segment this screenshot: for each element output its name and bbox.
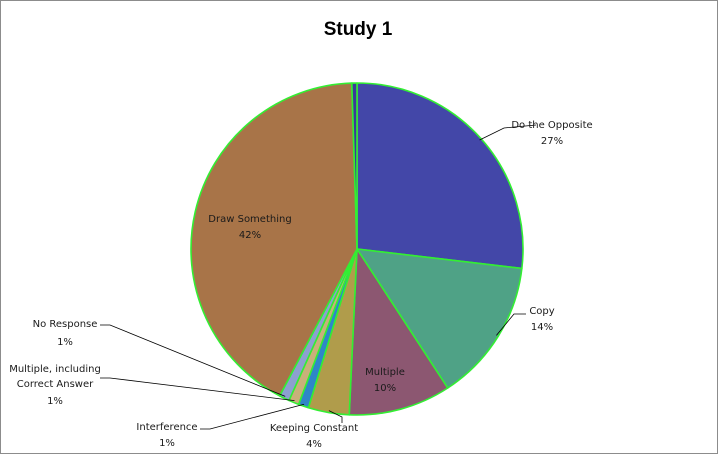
- chart-title: Study 1: [324, 19, 393, 40]
- label-value-draw-something: 42%: [239, 230, 261, 241]
- label-name-do-the-opposite: Do the Opposite: [511, 120, 592, 131]
- leader-line: [100, 377, 295, 401]
- pie-slice-draw-something: [190, 82, 358, 397]
- pie-slice-do-the-opposite: [356, 82, 524, 270]
- leader-line: [100, 324, 286, 397]
- pie-slice-unlabeled: [351, 82, 358, 250]
- label-name-multiple-including-line1: Multiple, including: [9, 364, 101, 375]
- leader-line: [496, 313, 526, 336]
- pie-slice-multiple: [348, 248, 449, 416]
- label-value-multiple-including: 1%: [47, 396, 63, 407]
- label-name-multiple-including-line2: Correct Answer: [17, 379, 94, 390]
- leader-line: [200, 403, 305, 430]
- label-name-multiple: Multiple: [365, 367, 405, 378]
- label-value-no-response: 1%: [57, 337, 73, 348]
- leader-line: [328, 410, 343, 423]
- pie-slices: [190, 82, 524, 416]
- label-name-draw-something: Draw Something: [208, 214, 291, 225]
- leader-lines: [100, 124, 537, 430]
- leader-line: [479, 124, 537, 141]
- label-name-no-response: No Response: [33, 319, 98, 330]
- label-name-keeping-constant: Keeping Constant: [270, 423, 358, 434]
- label-value-copy: 14%: [531, 322, 553, 333]
- label-value-do-the-opposite: 27%: [541, 136, 563, 147]
- label-value-multiple: 10%: [374, 383, 396, 394]
- label-value-keeping-constant: 4%: [306, 439, 322, 450]
- label-name-copy: Copy: [529, 306, 554, 317]
- label-name-interference: Interference: [136, 422, 197, 433]
- pie-slice-copy: [356, 248, 523, 389]
- data-labels: Do the Opposite 27% Copy 14% Multiple 10…: [9, 120, 592, 450]
- label-value-interference: 1%: [159, 438, 175, 449]
